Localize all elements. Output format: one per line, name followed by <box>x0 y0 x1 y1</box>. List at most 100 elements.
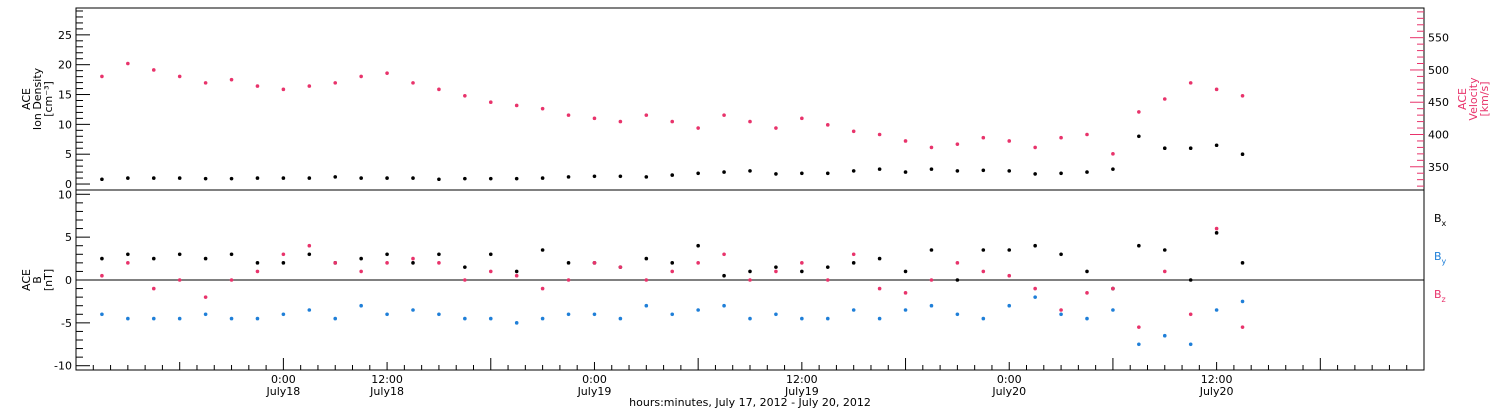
data-point <box>748 169 752 173</box>
data-point <box>488 269 493 274</box>
x-tick-time-label: 0:00 <box>271 373 296 386</box>
data-point <box>126 261 130 265</box>
data-point <box>981 248 986 252</box>
y-tick-label: 550 <box>1428 32 1449 45</box>
data-point <box>748 316 752 321</box>
data-point <box>670 269 675 274</box>
x-tick-time-label: 12:00 <box>786 373 818 386</box>
data-point <box>1111 167 1115 171</box>
y-tick-label: 10 <box>58 188 72 201</box>
data-point <box>903 291 908 295</box>
data-point <box>1033 145 1037 150</box>
data-point <box>1111 152 1115 156</box>
field-legend: Bx By Bz <box>1434 212 1447 304</box>
x-tick-day-label: July20 <box>991 385 1026 398</box>
data-point <box>592 261 597 265</box>
data-point <box>696 261 700 265</box>
data-point <box>644 113 649 117</box>
data-point <box>255 316 260 321</box>
data-point <box>722 252 726 257</box>
x-tick-time-label: 12:00 <box>371 373 403 386</box>
data-point <box>774 126 778 130</box>
data-point <box>540 106 545 111</box>
data-point <box>670 312 675 317</box>
data-point <box>1240 93 1245 98</box>
data-point <box>670 119 675 124</box>
data-point <box>255 176 260 180</box>
y-tick-label: 450 <box>1428 96 1449 109</box>
data-point <box>877 286 882 291</box>
data-point <box>929 248 934 252</box>
data-point <box>359 176 363 180</box>
axis-title-line: ACE <box>20 88 33 110</box>
data-point <box>1214 143 1219 148</box>
data-point <box>437 312 441 317</box>
data-point <box>126 61 130 66</box>
legend-entry-bz: Bz <box>1434 288 1446 304</box>
data-point <box>255 269 260 274</box>
data-point <box>229 176 234 181</box>
data-point <box>1007 169 1012 173</box>
data-point <box>281 176 286 180</box>
data-point <box>566 312 571 317</box>
data-point <box>877 167 882 171</box>
data-point <box>592 116 597 121</box>
data-point <box>592 312 597 317</box>
data-point <box>877 316 882 321</box>
data-point <box>1137 110 1141 114</box>
data-point <box>1162 333 1167 338</box>
y-tick-label: -10 <box>54 360 72 373</box>
data-point <box>463 316 467 321</box>
legend-entry-bx: Bx <box>1434 212 1447 228</box>
data-point <box>1059 135 1063 140</box>
data-point <box>929 145 934 150</box>
data-point <box>100 312 104 317</box>
data-point <box>463 93 467 98</box>
data-point <box>1240 299 1245 304</box>
top-panel-series <box>100 61 1245 182</box>
data-point <box>1162 146 1167 151</box>
data-point <box>411 81 415 85</box>
data-point <box>488 252 493 257</box>
data-point <box>307 252 312 257</box>
data-point <box>1007 303 1012 308</box>
axis-title-line: Velocity <box>1467 77 1480 121</box>
data-point <box>722 170 726 174</box>
data-point <box>151 316 156 321</box>
x-tick-day-label: July20 <box>1199 385 1234 398</box>
data-point <box>359 303 363 308</box>
data-point <box>255 84 260 88</box>
velocity-axis-ticks: 350 400 450 500 550 <box>1410 11 1449 187</box>
data-point <box>851 169 856 173</box>
top-panel-frame <box>75 7 1425 191</box>
data-point <box>177 252 182 257</box>
data-point <box>696 171 700 176</box>
data-point <box>488 316 493 321</box>
data-point <box>774 269 778 274</box>
axis-title-line: ACE <box>20 269 33 291</box>
data-point <box>644 303 649 308</box>
data-point <box>333 175 338 179</box>
data-point <box>877 132 882 137</box>
data-point <box>851 129 856 134</box>
data-point <box>411 176 415 180</box>
data-point <box>748 278 752 282</box>
data-point <box>281 87 286 92</box>
data-point <box>955 278 960 282</box>
data-point <box>903 269 908 274</box>
data-point <box>644 256 649 261</box>
data-point <box>229 77 234 82</box>
data-point <box>437 252 441 257</box>
y-tick-label: 5 <box>65 148 72 161</box>
data-point <box>177 176 182 180</box>
data-point <box>385 312 389 317</box>
data-point <box>929 167 934 171</box>
data-point <box>618 174 623 179</box>
data-point <box>203 81 208 85</box>
data-point <box>851 308 856 312</box>
data-point <box>1214 231 1219 235</box>
data-point <box>903 139 908 143</box>
data-point <box>800 116 804 121</box>
